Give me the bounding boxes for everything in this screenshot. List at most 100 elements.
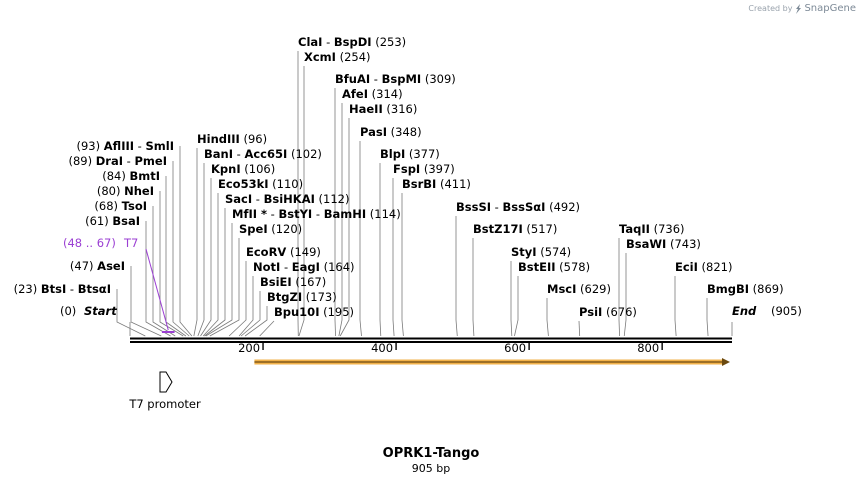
enzyme-label-btgzi[interactable]: BtgZI (173) bbox=[267, 290, 337, 304]
enzyme-label-bmti[interactable]: (84) BmtI bbox=[102, 169, 160, 183]
enzyme-position: (377) bbox=[405, 147, 440, 161]
leader-line-saci bbox=[204, 208, 226, 337]
enzyme-label-saci[interactable]: SacI - BsiHKAI (112) bbox=[225, 192, 349, 206]
enzyme-position: (47) bbox=[70, 259, 97, 273]
enzyme-label-afliii[interactable]: (93) AflIII - SmlI bbox=[77, 139, 175, 153]
enzyme-label-drai[interactable]: (89) DraI - PmeI bbox=[69, 154, 168, 168]
enzyme-label-bsssi[interactable]: BssSI - BssSαI (492) bbox=[456, 200, 580, 214]
enzyme-name: BsiEI bbox=[260, 275, 292, 289]
orf-arrow[interactable] bbox=[254, 358, 730, 366]
enzyme-label-blpi[interactable]: BlpI (377) bbox=[380, 147, 440, 161]
enzyme-name: NheI bbox=[124, 184, 154, 198]
enzyme-name: BtsI bbox=[41, 282, 66, 296]
primer-name[interactable]: T7 bbox=[123, 236, 138, 250]
t7-promoter-feature[interactable]: T7 promoter bbox=[128, 371, 201, 411]
enzyme-label-bani[interactable]: BanI - Acc65I (102) bbox=[204, 147, 322, 161]
enzyme-label-bpu10i[interactable]: Bpu10I (195) bbox=[274, 305, 354, 319]
enzyme-name: HaeII bbox=[349, 102, 383, 116]
enzyme-separator: - bbox=[370, 72, 381, 86]
leader-line-bpu10i bbox=[259, 320, 275, 337]
enzyme-label-mfii[interactable]: MfII * - BstYI - BamHI (114) bbox=[232, 207, 401, 221]
enzyme-label-spei[interactable]: SpeI (120) bbox=[239, 222, 302, 236]
enzyme-label-asei[interactable]: (47) AseI bbox=[70, 259, 125, 273]
promoter-label: T7 promoter bbox=[128, 397, 201, 411]
leader-line-noti bbox=[238, 276, 254, 337]
enzyme-name: BspMI bbox=[382, 72, 422, 86]
leader-line-bsiei bbox=[240, 291, 261, 337]
enzyme-name: PsiI bbox=[579, 305, 602, 319]
enzyme-label-fspi[interactable]: FspI (397) bbox=[393, 162, 455, 176]
enzyme-label-styi[interactable]: StyI (574) bbox=[511, 245, 571, 259]
enzyme-name: NotI bbox=[253, 260, 280, 274]
enzyme-name: BsiHKAI bbox=[264, 192, 315, 206]
enzyme-name: SacI bbox=[225, 192, 252, 206]
start-position: (0) bbox=[60, 304, 76, 318]
ruler-tick-label: 400 bbox=[371, 341, 393, 355]
enzyme-position: (411) bbox=[436, 177, 471, 191]
leader-line-bsawi bbox=[623, 253, 627, 337]
enzyme-label-msci[interactable]: MscI (629) bbox=[547, 282, 611, 296]
leader-line-eco53ki bbox=[202, 193, 219, 337]
enzyme-label-taqii[interactable]: TaqII (736) bbox=[619, 222, 685, 236]
enzyme-label-bmgbi[interactable]: BmgBI (869) bbox=[707, 282, 784, 296]
enzyme-label-bsteii[interactable]: BstEII (578) bbox=[518, 260, 590, 274]
enzyme-labels: ClaI - BspDI (253)XcmI (254) BfuAI - BspM… bbox=[14, 35, 784, 319]
enzyme-label-bfuai[interactable]: BfuAI - BspMI (309) bbox=[335, 72, 456, 86]
enzyme-label-kpni[interactable]: KpnI (106) bbox=[211, 162, 275, 176]
enzyme-label-noti[interactable]: NotI - EagI (164) bbox=[253, 260, 355, 274]
enzyme-label-xcmi[interactable]: XcmI (254) bbox=[304, 50, 371, 64]
enzyme-name: AflIII bbox=[104, 139, 134, 153]
enzyme-position: (309) bbox=[421, 72, 456, 86]
enzyme-label-hindiii[interactable]: HindIII (96) bbox=[197, 132, 267, 146]
leader-line-taqii bbox=[618, 238, 620, 337]
enzyme-position: (254) bbox=[336, 50, 371, 64]
enzyme-label-bsrbi[interactable]: BsrBI (411) bbox=[402, 177, 471, 191]
leader-line-ecorv bbox=[228, 261, 247, 337]
enzyme-name: PmeI bbox=[135, 154, 168, 168]
end-label[interactable]: End bbox=[732, 304, 757, 318]
leader-line-bsteii bbox=[514, 276, 519, 337]
enzyme-name: BssSαI bbox=[503, 200, 546, 214]
enzyme-name: BsrBI bbox=[402, 177, 436, 191]
enzyme-position: (195) bbox=[319, 305, 354, 319]
enzyme-name: BspDI bbox=[334, 35, 372, 49]
enzyme-position: (84) bbox=[102, 169, 129, 183]
enzyme-label-haeii[interactable]: HaeII (316) bbox=[349, 102, 417, 116]
enzyme-label-ecorv[interactable]: EcoRV (149) bbox=[246, 245, 321, 259]
enzyme-label-afei[interactable]: AfeI (314) bbox=[342, 87, 403, 101]
enzyme-label-psii[interactable]: PsiI (676) bbox=[579, 305, 637, 319]
enzyme-label-tsoi[interactable]: (68) TsoI bbox=[94, 199, 147, 213]
enzyme-label-ecii[interactable]: EciI (821) bbox=[675, 260, 733, 274]
enzyme-label-bstz17i[interactable]: BstZ17I (517) bbox=[473, 222, 557, 236]
promoter-arrow-icon[interactable] bbox=[159, 371, 173, 393]
enzyme-position: (149) bbox=[286, 245, 321, 259]
enzyme-name: TaqII bbox=[619, 222, 650, 236]
enzyme-separator: - bbox=[66, 282, 77, 296]
start-label[interactable]: Start bbox=[84, 304, 117, 318]
enzyme-name: XcmI bbox=[304, 50, 336, 64]
enzyme-label-btsi[interactable]: (23) BtsI - BtsαI bbox=[14, 282, 111, 296]
enzyme-separator: - bbox=[267, 207, 278, 221]
leader-line-bmti bbox=[165, 176, 187, 337]
leader-line-pasi bbox=[359, 141, 362, 337]
enzyme-label-clai[interactable]: ClaI - BspDI (253) bbox=[298, 35, 406, 49]
leader-line-styi bbox=[510, 261, 513, 337]
leader-line-kpni bbox=[200, 178, 212, 337]
enzyme-name: MscI bbox=[547, 282, 576, 296]
enzyme-label-bsiei[interactable]: BsiEI (167) bbox=[260, 275, 326, 289]
leader-line-afei bbox=[338, 103, 343, 337]
enzyme-name: EciI bbox=[675, 260, 698, 274]
enzyme-label-pasi[interactable]: PasI (348) bbox=[360, 125, 422, 139]
enzyme-label-bsai[interactable]: (61) BsaI bbox=[85, 214, 140, 228]
enzyme-position: (578) bbox=[556, 260, 591, 274]
leader-line-fspi bbox=[392, 178, 395, 337]
credit-prefix: Created by bbox=[748, 4, 793, 13]
enzyme-label-nhei[interactable]: (80) NheI bbox=[97, 184, 154, 198]
leader-line-haeii bbox=[339, 118, 350, 337]
enzyme-label-eco53ki[interactable]: Eco53kI (110) bbox=[218, 177, 303, 191]
leader-line-ecii bbox=[674, 276, 677, 337]
enzyme-label-bsawi[interactable]: BsaWI (743) bbox=[626, 237, 701, 251]
primer-arrow[interactable] bbox=[161, 331, 175, 333]
enzyme-position: (167) bbox=[292, 275, 327, 289]
